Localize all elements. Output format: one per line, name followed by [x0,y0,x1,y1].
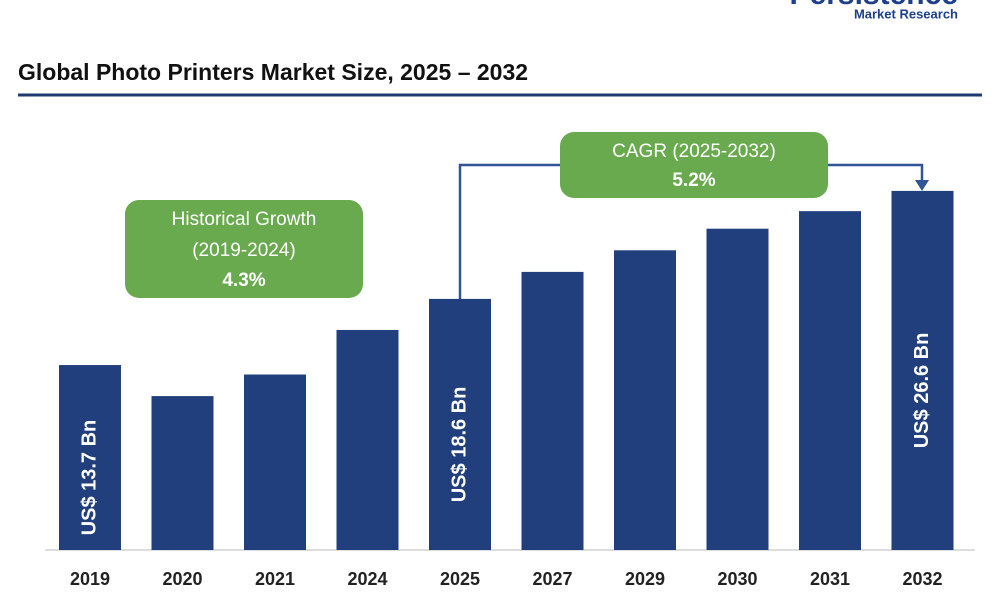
value-label: US$ 26.6 Bn [911,333,933,449]
x-tick-label: 2024 [347,569,387,589]
bar [244,374,306,550]
bar [799,211,861,550]
x-tick-label: 2019 [70,569,110,589]
bar [891,190,954,550]
x-tick-label: 2027 [532,569,572,589]
bar [521,271,584,550]
bar [151,396,214,550]
x-tick-label: 2021 [255,569,295,589]
annotation-text: CAGR (2025-2032) [612,141,776,162]
value-label: US$ 18.6 Bn [448,387,470,503]
bar [429,298,491,550]
bar [59,365,121,550]
annotation-box [560,132,828,198]
x-tick-label: 2020 [162,569,202,589]
annotation-text: (2019-2024) [192,240,296,261]
chart-title: Global Photo Printers Market Size, 2025 … [18,59,528,85]
bar [614,250,676,551]
bar [336,329,399,550]
arrow-head [915,180,929,191]
annotation-text: 4.3% [222,270,265,291]
x-tick-label: 2029 [625,569,665,589]
annotation-text: 5.2% [672,170,715,191]
annotation-box [125,200,363,298]
x-tick-label: 2031 [810,569,850,589]
bar [706,228,769,550]
brand: Persistence [790,0,958,11]
x-tick-label: 2030 [717,569,757,589]
brand-subtitle: Market Research [854,6,958,21]
x-tick-label: 2025 [440,569,480,589]
connector [458,163,560,313]
annotation-text: Historical Growth [172,209,317,230]
x-tick-label: 2032 [902,569,942,589]
value-label: US$ 13.7 Bn [78,420,100,536]
connector [828,163,924,182]
